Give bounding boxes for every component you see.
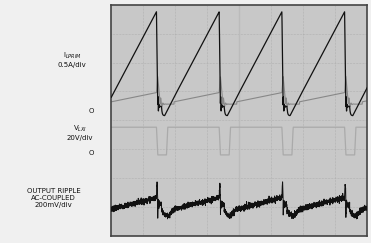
Text: O: O bbox=[88, 108, 93, 113]
Text: OUTPUT RIPPLE
AC-COUPLED
200mV/div: OUTPUT RIPPLE AC-COUPLED 200mV/div bbox=[27, 188, 81, 208]
Text: O: O bbox=[88, 150, 93, 156]
Text: I$_{LPRIM}$
0.5A/div: I$_{LPRIM}$ 0.5A/div bbox=[58, 51, 87, 68]
Text: V$_{LXI}$
20V/div: V$_{LXI}$ 20V/div bbox=[66, 124, 93, 141]
